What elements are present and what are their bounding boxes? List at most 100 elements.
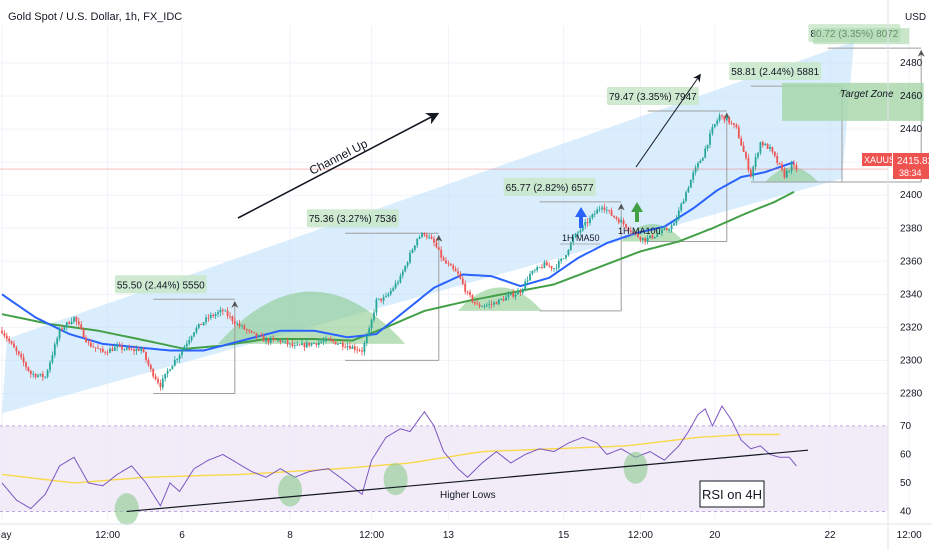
candle-body bbox=[591, 214, 594, 218]
y-tick-label: 2300 bbox=[900, 355, 923, 366]
candle-body bbox=[248, 330, 251, 332]
candle-body bbox=[701, 157, 704, 161]
candle-body bbox=[519, 291, 522, 293]
candle-body bbox=[641, 237, 644, 240]
candle-body bbox=[260, 335, 263, 337]
candle-body bbox=[533, 270, 536, 272]
target-zone-upper-box bbox=[813, 28, 910, 45]
candle-body bbox=[766, 143, 769, 149]
rsi-ma-line bbox=[1, 433, 780, 484]
candle-body bbox=[709, 133, 711, 145]
candle-body bbox=[85, 337, 87, 342]
candle-body bbox=[159, 382, 162, 388]
candle-body bbox=[188, 340, 191, 344]
candle-body bbox=[8, 338, 11, 342]
candle-body bbox=[32, 373, 35, 375]
candle-body bbox=[236, 323, 239, 325]
candle-body bbox=[481, 306, 483, 308]
candle-body bbox=[598, 208, 601, 210]
candle-body bbox=[608, 209, 611, 211]
candle-body bbox=[70, 321, 73, 324]
candle-body bbox=[526, 280, 529, 282]
candle-body bbox=[157, 379, 159, 383]
candle-body bbox=[637, 233, 639, 238]
candle-body bbox=[536, 267, 539, 271]
candle-body bbox=[447, 263, 450, 265]
candle-body bbox=[586, 222, 589, 223]
ma50-marker-arrow bbox=[575, 207, 587, 228]
y-tick-label: 2340 bbox=[900, 289, 923, 300]
candle-body bbox=[543, 262, 546, 268]
candle-body bbox=[411, 249, 414, 253]
candle-body bbox=[257, 335, 260, 337]
measure-label: 58.81 (2.44%) 5881 bbox=[731, 67, 819, 78]
candle-body bbox=[711, 126, 714, 134]
candle-body bbox=[433, 238, 435, 243]
candle-body bbox=[56, 338, 59, 345]
candle-body bbox=[497, 299, 500, 305]
candle-body bbox=[723, 115, 726, 121]
candle-body bbox=[286, 340, 289, 345]
candle-body bbox=[548, 265, 551, 267]
measure-box bbox=[503, 177, 596, 196]
candle-body bbox=[769, 146, 771, 149]
candle-body bbox=[471, 295, 474, 302]
candle-body bbox=[613, 215, 615, 218]
candle-body bbox=[713, 124, 716, 127]
candle-body bbox=[111, 348, 114, 351]
candle-body bbox=[265, 339, 267, 342]
candle-body bbox=[68, 322, 71, 324]
channel-up bbox=[2, 41, 854, 414]
candle-body bbox=[509, 293, 512, 295]
candle-body bbox=[541, 267, 543, 268]
candle-body bbox=[617, 218, 620, 223]
candle-body bbox=[255, 333, 258, 337]
candle-body bbox=[277, 340, 279, 341]
candle-body bbox=[579, 230, 582, 233]
support-zone bbox=[621, 224, 684, 242]
candle-body bbox=[413, 245, 416, 250]
candle-body bbox=[603, 207, 606, 211]
candle-body bbox=[718, 115, 721, 121]
candle-body bbox=[673, 223, 675, 226]
support-zone bbox=[765, 167, 818, 182]
candle-body bbox=[46, 370, 49, 377]
candle-body bbox=[416, 238, 419, 246]
candle-body bbox=[749, 169, 752, 177]
candle-body bbox=[293, 345, 296, 347]
candle-body bbox=[572, 237, 575, 243]
measure-box bbox=[306, 209, 399, 228]
candle-body bbox=[152, 369, 155, 377]
candle-body bbox=[725, 116, 728, 121]
candle-body bbox=[58, 328, 61, 339]
candle-body bbox=[320, 341, 323, 343]
price-tag-price: 2415.82 bbox=[897, 156, 932, 167]
candle-body bbox=[87, 341, 90, 343]
candle-body bbox=[365, 335, 368, 344]
y-tick-label: 2440 bbox=[900, 124, 923, 135]
candle-body bbox=[697, 162, 699, 168]
candle-body bbox=[773, 151, 776, 156]
candle-body bbox=[37, 375, 39, 377]
target-arrow bbox=[635, 73, 701, 168]
candle-body bbox=[663, 228, 666, 230]
candle-body bbox=[291, 343, 294, 347]
candle-body bbox=[584, 222, 587, 226]
candle-body bbox=[15, 347, 18, 352]
candle-body bbox=[267, 339, 270, 343]
candle-body bbox=[670, 225, 673, 230]
candle-body bbox=[109, 348, 111, 353]
candle-body bbox=[716, 120, 719, 125]
candle-body bbox=[171, 365, 174, 370]
candle-body bbox=[622, 220, 625, 225]
candle-body bbox=[73, 316, 75, 322]
x-tick-label: 12:00 bbox=[95, 530, 120, 541]
candle-body bbox=[418, 236, 421, 239]
candle-body bbox=[517, 291, 519, 295]
price-tag-value-bg bbox=[893, 153, 929, 179]
candle-body bbox=[176, 358, 179, 360]
candle-body bbox=[313, 343, 315, 344]
candle-body bbox=[322, 340, 325, 342]
candle-body bbox=[351, 346, 354, 349]
